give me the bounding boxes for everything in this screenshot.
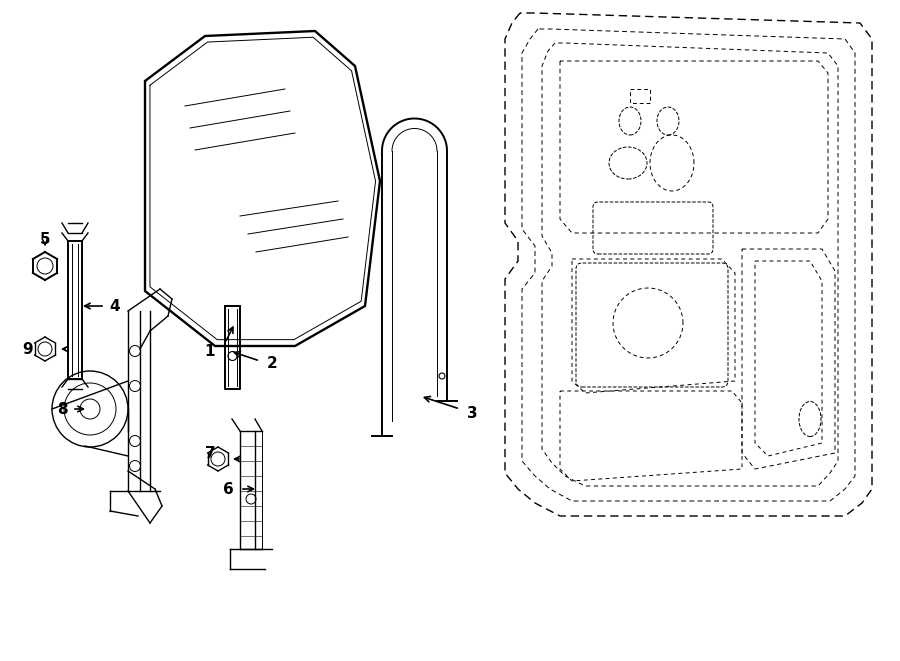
Text: 5: 5 bbox=[40, 231, 50, 247]
Text: 4: 4 bbox=[110, 299, 121, 313]
Text: 3: 3 bbox=[467, 405, 477, 420]
Text: 9: 9 bbox=[22, 342, 33, 356]
Text: 6: 6 bbox=[222, 481, 233, 496]
Text: 8: 8 bbox=[57, 401, 68, 416]
Text: 1: 1 bbox=[205, 344, 215, 358]
Text: 2: 2 bbox=[266, 356, 277, 371]
Text: 7: 7 bbox=[204, 446, 215, 461]
